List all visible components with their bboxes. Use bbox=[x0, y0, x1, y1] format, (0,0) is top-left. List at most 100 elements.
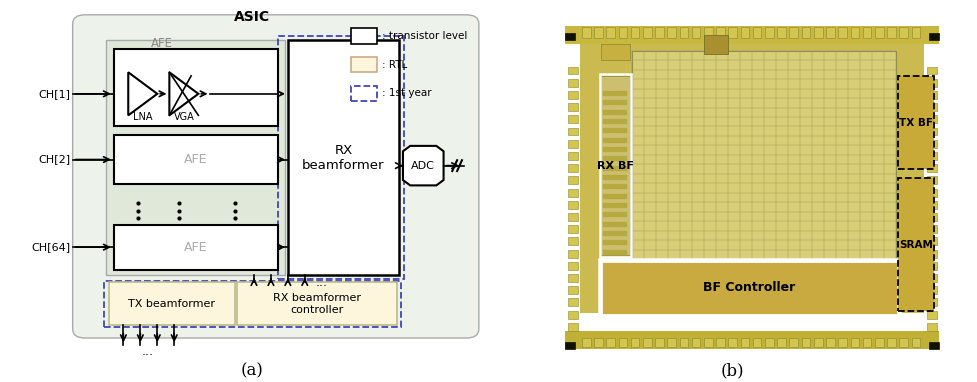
Bar bbox=[568, 176, 578, 184]
Text: CH[1]: CH[1] bbox=[38, 89, 70, 99]
Bar bbox=[926, 140, 937, 148]
Bar bbox=[680, 338, 688, 347]
Bar bbox=[599, 259, 901, 316]
Text: RX BF: RX BF bbox=[597, 161, 634, 171]
Text: LNA: LNA bbox=[133, 112, 152, 122]
Bar bbox=[594, 338, 603, 347]
Bar bbox=[912, 338, 920, 347]
Text: CH[64]: CH[64] bbox=[31, 242, 70, 252]
Bar bbox=[814, 28, 823, 38]
Polygon shape bbox=[403, 146, 444, 185]
Bar bbox=[351, 29, 377, 44]
Text: ...: ... bbox=[316, 276, 327, 289]
Bar bbox=[926, 262, 937, 270]
Bar bbox=[900, 338, 908, 347]
Bar bbox=[741, 28, 749, 38]
Bar bbox=[618, 338, 627, 347]
Text: TX BF: TX BF bbox=[899, 118, 933, 128]
Bar bbox=[929, 33, 939, 40]
Bar bbox=[692, 338, 701, 347]
Bar bbox=[926, 286, 937, 294]
Bar bbox=[753, 338, 761, 347]
Bar bbox=[875, 338, 883, 347]
Bar bbox=[926, 152, 937, 160]
Bar bbox=[900, 28, 908, 38]
Text: ...: ... bbox=[142, 345, 153, 358]
Polygon shape bbox=[128, 72, 157, 115]
Bar bbox=[643, 28, 652, 38]
Bar bbox=[568, 201, 578, 209]
Text: ASIC: ASIC bbox=[234, 10, 270, 24]
Bar bbox=[568, 262, 578, 270]
Bar bbox=[351, 57, 377, 72]
Bar bbox=[288, 40, 399, 275]
Polygon shape bbox=[169, 72, 198, 115]
Text: VGA: VGA bbox=[174, 112, 194, 122]
Bar bbox=[863, 338, 871, 347]
Bar bbox=[802, 338, 810, 347]
Bar bbox=[566, 26, 939, 349]
Bar bbox=[827, 338, 834, 347]
Bar bbox=[926, 103, 937, 111]
Bar bbox=[113, 135, 278, 184]
Bar bbox=[601, 76, 630, 256]
Bar bbox=[692, 28, 701, 38]
Text: : 1st year: : 1st year bbox=[382, 89, 432, 99]
Bar bbox=[926, 91, 937, 99]
Bar bbox=[838, 28, 847, 38]
Bar bbox=[106, 40, 285, 275]
Bar bbox=[887, 338, 896, 347]
Bar bbox=[656, 28, 663, 38]
Bar bbox=[351, 86, 377, 101]
Bar bbox=[716, 338, 725, 347]
FancyBboxPatch shape bbox=[72, 15, 479, 338]
Bar bbox=[601, 261, 898, 315]
Bar bbox=[656, 338, 663, 347]
Bar bbox=[887, 28, 896, 38]
Text: SRAM: SRAM bbox=[899, 240, 933, 249]
Text: TX beamformer: TX beamformer bbox=[128, 299, 215, 309]
Bar bbox=[568, 250, 578, 257]
Bar bbox=[926, 238, 937, 245]
Bar bbox=[594, 28, 603, 38]
Bar bbox=[716, 28, 725, 38]
Bar bbox=[926, 323, 937, 331]
Bar bbox=[237, 282, 397, 325]
Bar bbox=[704, 338, 712, 347]
Text: : transistor level: : transistor level bbox=[382, 31, 468, 41]
Bar bbox=[875, 28, 883, 38]
Text: RX beamformer
controller: RX beamformer controller bbox=[273, 293, 361, 315]
Bar bbox=[568, 323, 578, 331]
Text: RX
beamformer: RX beamformer bbox=[302, 144, 385, 172]
Bar bbox=[680, 28, 688, 38]
Bar bbox=[568, 103, 578, 111]
Text: : RTL: : RTL bbox=[382, 60, 407, 70]
Bar bbox=[568, 164, 578, 172]
Bar bbox=[568, 189, 578, 196]
Bar bbox=[582, 338, 590, 347]
Bar bbox=[789, 338, 798, 347]
Bar bbox=[926, 176, 937, 184]
Bar bbox=[926, 298, 937, 306]
Bar bbox=[765, 338, 774, 347]
Bar bbox=[568, 213, 578, 221]
Bar bbox=[741, 338, 749, 347]
Bar bbox=[568, 152, 578, 160]
Bar bbox=[632, 51, 896, 259]
Bar bbox=[568, 311, 578, 319]
Bar bbox=[667, 338, 676, 347]
Bar bbox=[778, 28, 786, 38]
Bar bbox=[926, 250, 937, 257]
Text: AFE: AFE bbox=[185, 241, 208, 254]
Bar bbox=[566, 342, 574, 349]
Bar bbox=[568, 115, 578, 123]
Bar bbox=[105, 280, 402, 327]
Bar bbox=[278, 36, 404, 279]
Bar bbox=[704, 28, 712, 38]
Bar bbox=[568, 286, 578, 294]
Bar bbox=[778, 338, 786, 347]
Bar bbox=[926, 66, 937, 74]
Bar bbox=[926, 128, 937, 136]
Bar bbox=[568, 225, 578, 233]
Bar bbox=[898, 76, 934, 169]
